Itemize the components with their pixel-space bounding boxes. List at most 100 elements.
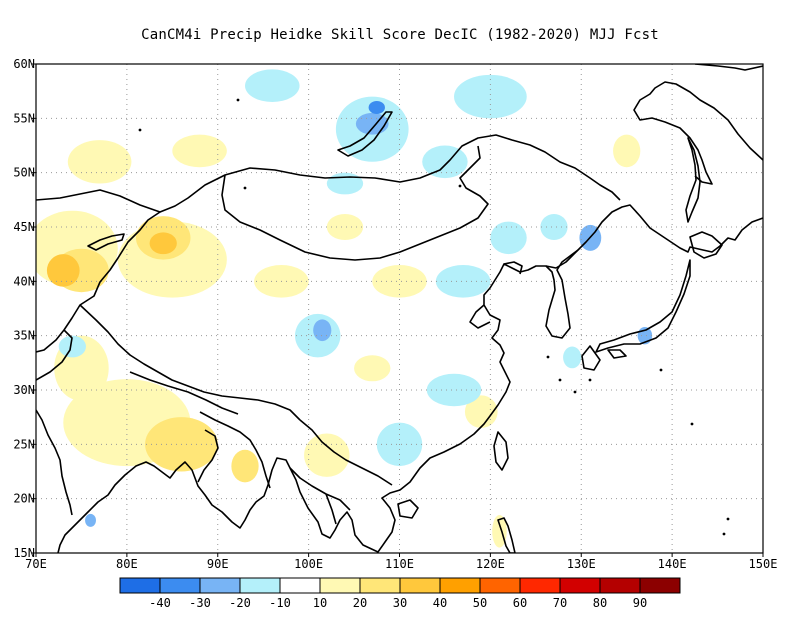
lon-tick-label: 90E — [207, 557, 229, 571]
colorbar: -40 -30 -20 -10 10 20 30 40 50 60 70 80 90 — [119, 577, 681, 610]
skill-region--10 — [563, 346, 582, 369]
colorbar-label: 50 — [473, 596, 487, 610]
himalaya-border — [79, 304, 301, 421]
skill-region--10 — [435, 265, 491, 298]
skill-region--10 — [426, 373, 482, 407]
honshu — [595, 259, 691, 353]
colorbar-label: 10 — [313, 596, 327, 610]
colorbar-swatch — [279, 577, 321, 594]
skill-region--10 — [454, 74, 527, 119]
coastlines-and-borders — [36, 64, 763, 553]
longitude-tick-labels: 70E 80E 90E 100E 110E 120E 130E 140E 150E — [25, 553, 777, 571]
skill-region--10 — [422, 145, 468, 179]
taiwan — [493, 431, 509, 471]
skill-region-10 — [372, 265, 427, 298]
colorbar-swatch — [599, 577, 641, 594]
lat-tick-label: 30N — [13, 383, 35, 397]
skill-region--20 — [313, 319, 332, 342]
lon-tick-label: 120E — [476, 557, 505, 571]
lat-tick-label: 15N — [13, 546, 35, 560]
skill-region-30 — [46, 254, 80, 287]
lon-tick-label: 80E — [116, 557, 138, 571]
sakhalin — [685, 137, 701, 223]
lat-tick-label: 35N — [13, 329, 35, 343]
colorbar-swatch — [559, 577, 601, 594]
lon-tick-label: 130E — [567, 557, 596, 571]
lat-tick-label: 55N — [13, 111, 35, 125]
skill-region-30 — [149, 232, 177, 255]
bhutan-nepal-border — [129, 371, 239, 415]
colorbar-label: 30 — [393, 596, 407, 610]
skill-region--20 — [355, 112, 389, 135]
skill-region-10 — [172, 134, 227, 168]
asia-coastline — [57, 204, 763, 553]
lon-tick-label: 70E — [25, 557, 47, 571]
colorbar-swatch — [519, 577, 561, 594]
skill-region-10 — [354, 355, 391, 382]
colorbar-swatch — [639, 577, 681, 594]
skill-region--10 — [58, 335, 86, 358]
yellow-sea-coast — [469, 304, 491, 329]
colorbar-label: -20 — [229, 596, 251, 610]
skill-region--30 — [368, 100, 385, 114]
pakistan-border — [36, 329, 73, 381]
skill-region--20 — [85, 513, 96, 527]
bangladesh-border — [197, 429, 219, 483]
hainan — [397, 499, 419, 519]
skill-region-10 — [613, 134, 641, 168]
colorbar-label: 90 — [633, 596, 647, 610]
colorbar-swatch — [359, 577, 401, 594]
skill-region--10 — [326, 172, 364, 195]
latitude-tick-labels: 15N 20N 25N 30N 35N 40N 45N 50N 55N 60N — [13, 57, 36, 560]
colorbar-label: 70 — [553, 596, 567, 610]
india-myanmar-border — [199, 411, 271, 489]
skill-region--10 — [245, 69, 300, 103]
korea-border — [545, 249, 579, 269]
lon-tick-label: 110E — [385, 557, 414, 571]
lat-tick-label: 20N — [13, 492, 35, 506]
colorbar-label: 60 — [513, 596, 527, 610]
lon-tick-label: 150E — [749, 557, 778, 571]
graticule — [36, 64, 763, 553]
colorbar-label: 40 — [433, 596, 447, 610]
hokkaido — [689, 231, 723, 259]
lat-tick-label: 60N — [13, 57, 35, 71]
colorbar-label: -10 — [269, 596, 291, 610]
lat-tick-label: 45N — [13, 220, 35, 234]
colorbar-swatch — [399, 577, 441, 594]
colorbar-swatch — [119, 577, 161, 594]
colorbar-swatch — [479, 577, 521, 594]
skill-region--10 — [490, 221, 527, 255]
map-title: CanCM4i Precip Heidke Skill Score DecIC … — [141, 27, 659, 43]
colorbar-label: -40 — [149, 596, 171, 610]
colorbar-label: 80 — [593, 596, 607, 610]
skill-region-10 — [326, 213, 364, 241]
colorbar-swatch — [239, 577, 281, 594]
lat-tick-label: 50N — [13, 166, 35, 180]
colorbar-swatch — [199, 577, 241, 594]
skill-region-10 — [67, 140, 132, 184]
small-islands — [138, 98, 730, 536]
lon-tick-label: 140E — [658, 557, 687, 571]
lake-balkhash — [87, 233, 125, 251]
national-borders — [36, 134, 621, 525]
skill-region-10 — [464, 395, 498, 429]
lat-tick-label: 25N — [13, 437, 35, 451]
skill-region-20 — [231, 449, 259, 483]
skill-region-10 — [304, 433, 350, 477]
colorbar-label: -30 — [189, 596, 211, 610]
colorbar-swatch — [319, 577, 361, 594]
bohai-coast — [503, 261, 523, 275]
colorbar-swatch — [159, 577, 201, 594]
colorbar-label: 20 — [353, 596, 367, 610]
russia-kazakhstan-china-border — [36, 134, 621, 213]
lake-baikal — [337, 111, 393, 157]
lon-tick-label: 100E — [294, 557, 323, 571]
colorbar-swatch — [439, 577, 481, 594]
mongolia-china-border — [221, 145, 489, 261]
kamchatka-tip — [694, 64, 763, 71]
skill-region--10 — [540, 213, 568, 241]
luzon — [497, 517, 516, 553]
china-west-border — [36, 211, 161, 353]
